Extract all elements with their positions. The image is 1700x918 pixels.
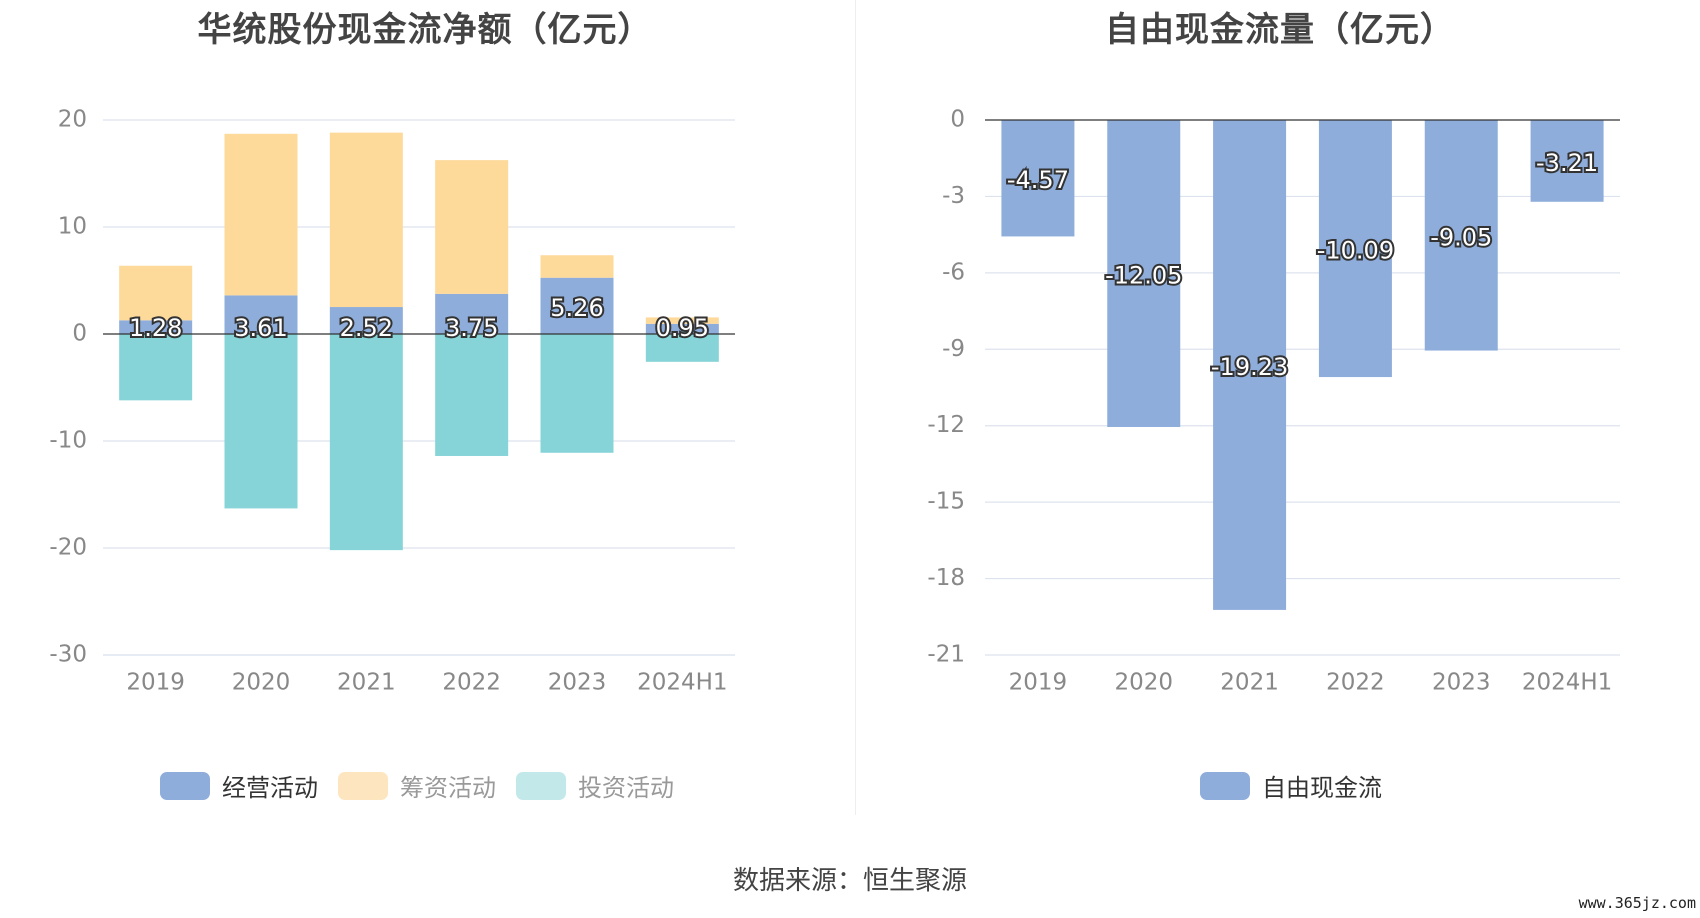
bar-financing xyxy=(540,255,614,278)
bar-operating xyxy=(645,323,719,334)
legend-label-financing: 筹资活动 xyxy=(400,774,496,802)
right-x-tick-label: 2019 xyxy=(1009,670,1068,696)
right-y-tick-label: -9 xyxy=(942,336,965,362)
right-y-tick-label: -12 xyxy=(927,412,965,438)
legend-label-investing: 投资活动 xyxy=(578,774,674,802)
left-y-tick-label: -20 xyxy=(49,535,87,561)
left-x-tick-label: 2024H1 xyxy=(637,670,727,696)
legend-item-fcf[interactable]: 自由现金流 xyxy=(1200,768,1382,803)
legend-item-financing[interactable]: 筹资活动 xyxy=(338,768,496,803)
legend-label-operating: 经营活动 xyxy=(222,774,318,802)
left-x-tick-label: 2022 xyxy=(442,670,501,696)
bar-data-label: -9.05 xyxy=(1430,223,1492,251)
bar-investing xyxy=(435,334,509,456)
right-y-tick-label: -15 xyxy=(927,489,965,515)
bar-data-label: -4.57 xyxy=(1007,166,1069,194)
legend-label-fcf: 自由现金流 xyxy=(1262,774,1382,802)
bar-financing xyxy=(329,132,403,308)
bar-operating xyxy=(435,293,509,334)
bar-data-label: 5.26 xyxy=(550,294,603,322)
bar-operating xyxy=(119,320,193,334)
left-x-tick-label: 2021 xyxy=(337,670,396,696)
right-y-tick-label: -6 xyxy=(942,259,965,285)
bar-fcf xyxy=(1213,120,1287,610)
left-y-tick-label: 20 xyxy=(58,107,87,133)
left-y-tick-label: 10 xyxy=(58,214,87,240)
left-y-tick-label: -30 xyxy=(49,642,87,668)
left-y-tick-label: 0 xyxy=(72,321,87,347)
bar-operating xyxy=(540,277,614,334)
left-legend: 经营活动 筹资活动 投资活动 xyxy=(160,768,674,803)
bar-investing xyxy=(224,334,298,509)
left-x-tick-label: 2020 xyxy=(232,670,291,696)
right-x-tick-label: 2020 xyxy=(1114,670,1173,696)
bar-fcf xyxy=(1424,120,1498,351)
right-y-tick-label: 0 xyxy=(950,107,965,133)
data-source-note: 数据来源：恒生聚源 xyxy=(732,866,967,896)
right-legend: 自由现金流 xyxy=(1200,768,1382,803)
bar-fcf xyxy=(1001,120,1075,237)
legend-item-operating[interactable]: 经营活动 xyxy=(160,768,318,803)
right-x-tick-label: 2023 xyxy=(1432,670,1491,696)
left-chart-title: 华统股份现金流净额（亿元） xyxy=(197,10,653,50)
right-x-tick-label: 2021 xyxy=(1220,670,1279,696)
left-x-tick-label: 2019 xyxy=(126,670,185,696)
bar-data-label: 3.61 xyxy=(234,314,287,342)
right-y-tick-label: -3 xyxy=(942,183,965,209)
right-y-tick-label: -18 xyxy=(927,565,965,591)
bar-data-label: 3.75 xyxy=(445,314,498,342)
bar-investing xyxy=(645,334,719,362)
bar-financing xyxy=(119,265,193,321)
bar-investing xyxy=(540,334,614,453)
legend-swatch-fcf xyxy=(1200,771,1250,800)
right-y-tick-label: -21 xyxy=(927,642,965,668)
panel-divider xyxy=(855,0,856,815)
bar-data-label: 0.95 xyxy=(656,314,709,342)
bar-data-label: -3.21 xyxy=(1536,149,1598,177)
bar-investing xyxy=(329,334,403,551)
left-y-tick-label: -10 xyxy=(49,428,87,454)
bar-data-label: -19.23 xyxy=(1211,353,1288,381)
legend-swatch-investing xyxy=(516,771,566,800)
bar-financing xyxy=(645,317,719,324)
legend-swatch-financing xyxy=(338,771,388,800)
bar-investing xyxy=(119,334,193,401)
bar-fcf xyxy=(1107,120,1181,427)
right-chart-title: 自由现金流量（亿元） xyxy=(1105,10,1455,50)
right-x-tick-label: 2024H1 xyxy=(1522,670,1612,696)
legend-swatch-operating xyxy=(160,771,210,800)
bar-data-label: -10.09 xyxy=(1317,237,1394,265)
bar-financing xyxy=(224,133,298,296)
bar-operating xyxy=(224,295,298,334)
bar-data-label: 1.28 xyxy=(129,314,182,342)
left-x-tick-label: 2023 xyxy=(548,670,607,696)
legend-item-investing[interactable]: 投资活动 xyxy=(516,768,674,803)
bar-financing xyxy=(435,160,509,294)
bar-data-label: -12.05 xyxy=(1105,261,1182,289)
bar-fcf xyxy=(1530,120,1604,202)
watermark: www.365jz.com xyxy=(1578,894,1696,912)
right-x-tick-label: 2022 xyxy=(1326,670,1385,696)
bar-fcf xyxy=(1318,120,1392,378)
bar-data-label: 2.52 xyxy=(340,314,393,342)
bar-operating xyxy=(329,307,403,334)
